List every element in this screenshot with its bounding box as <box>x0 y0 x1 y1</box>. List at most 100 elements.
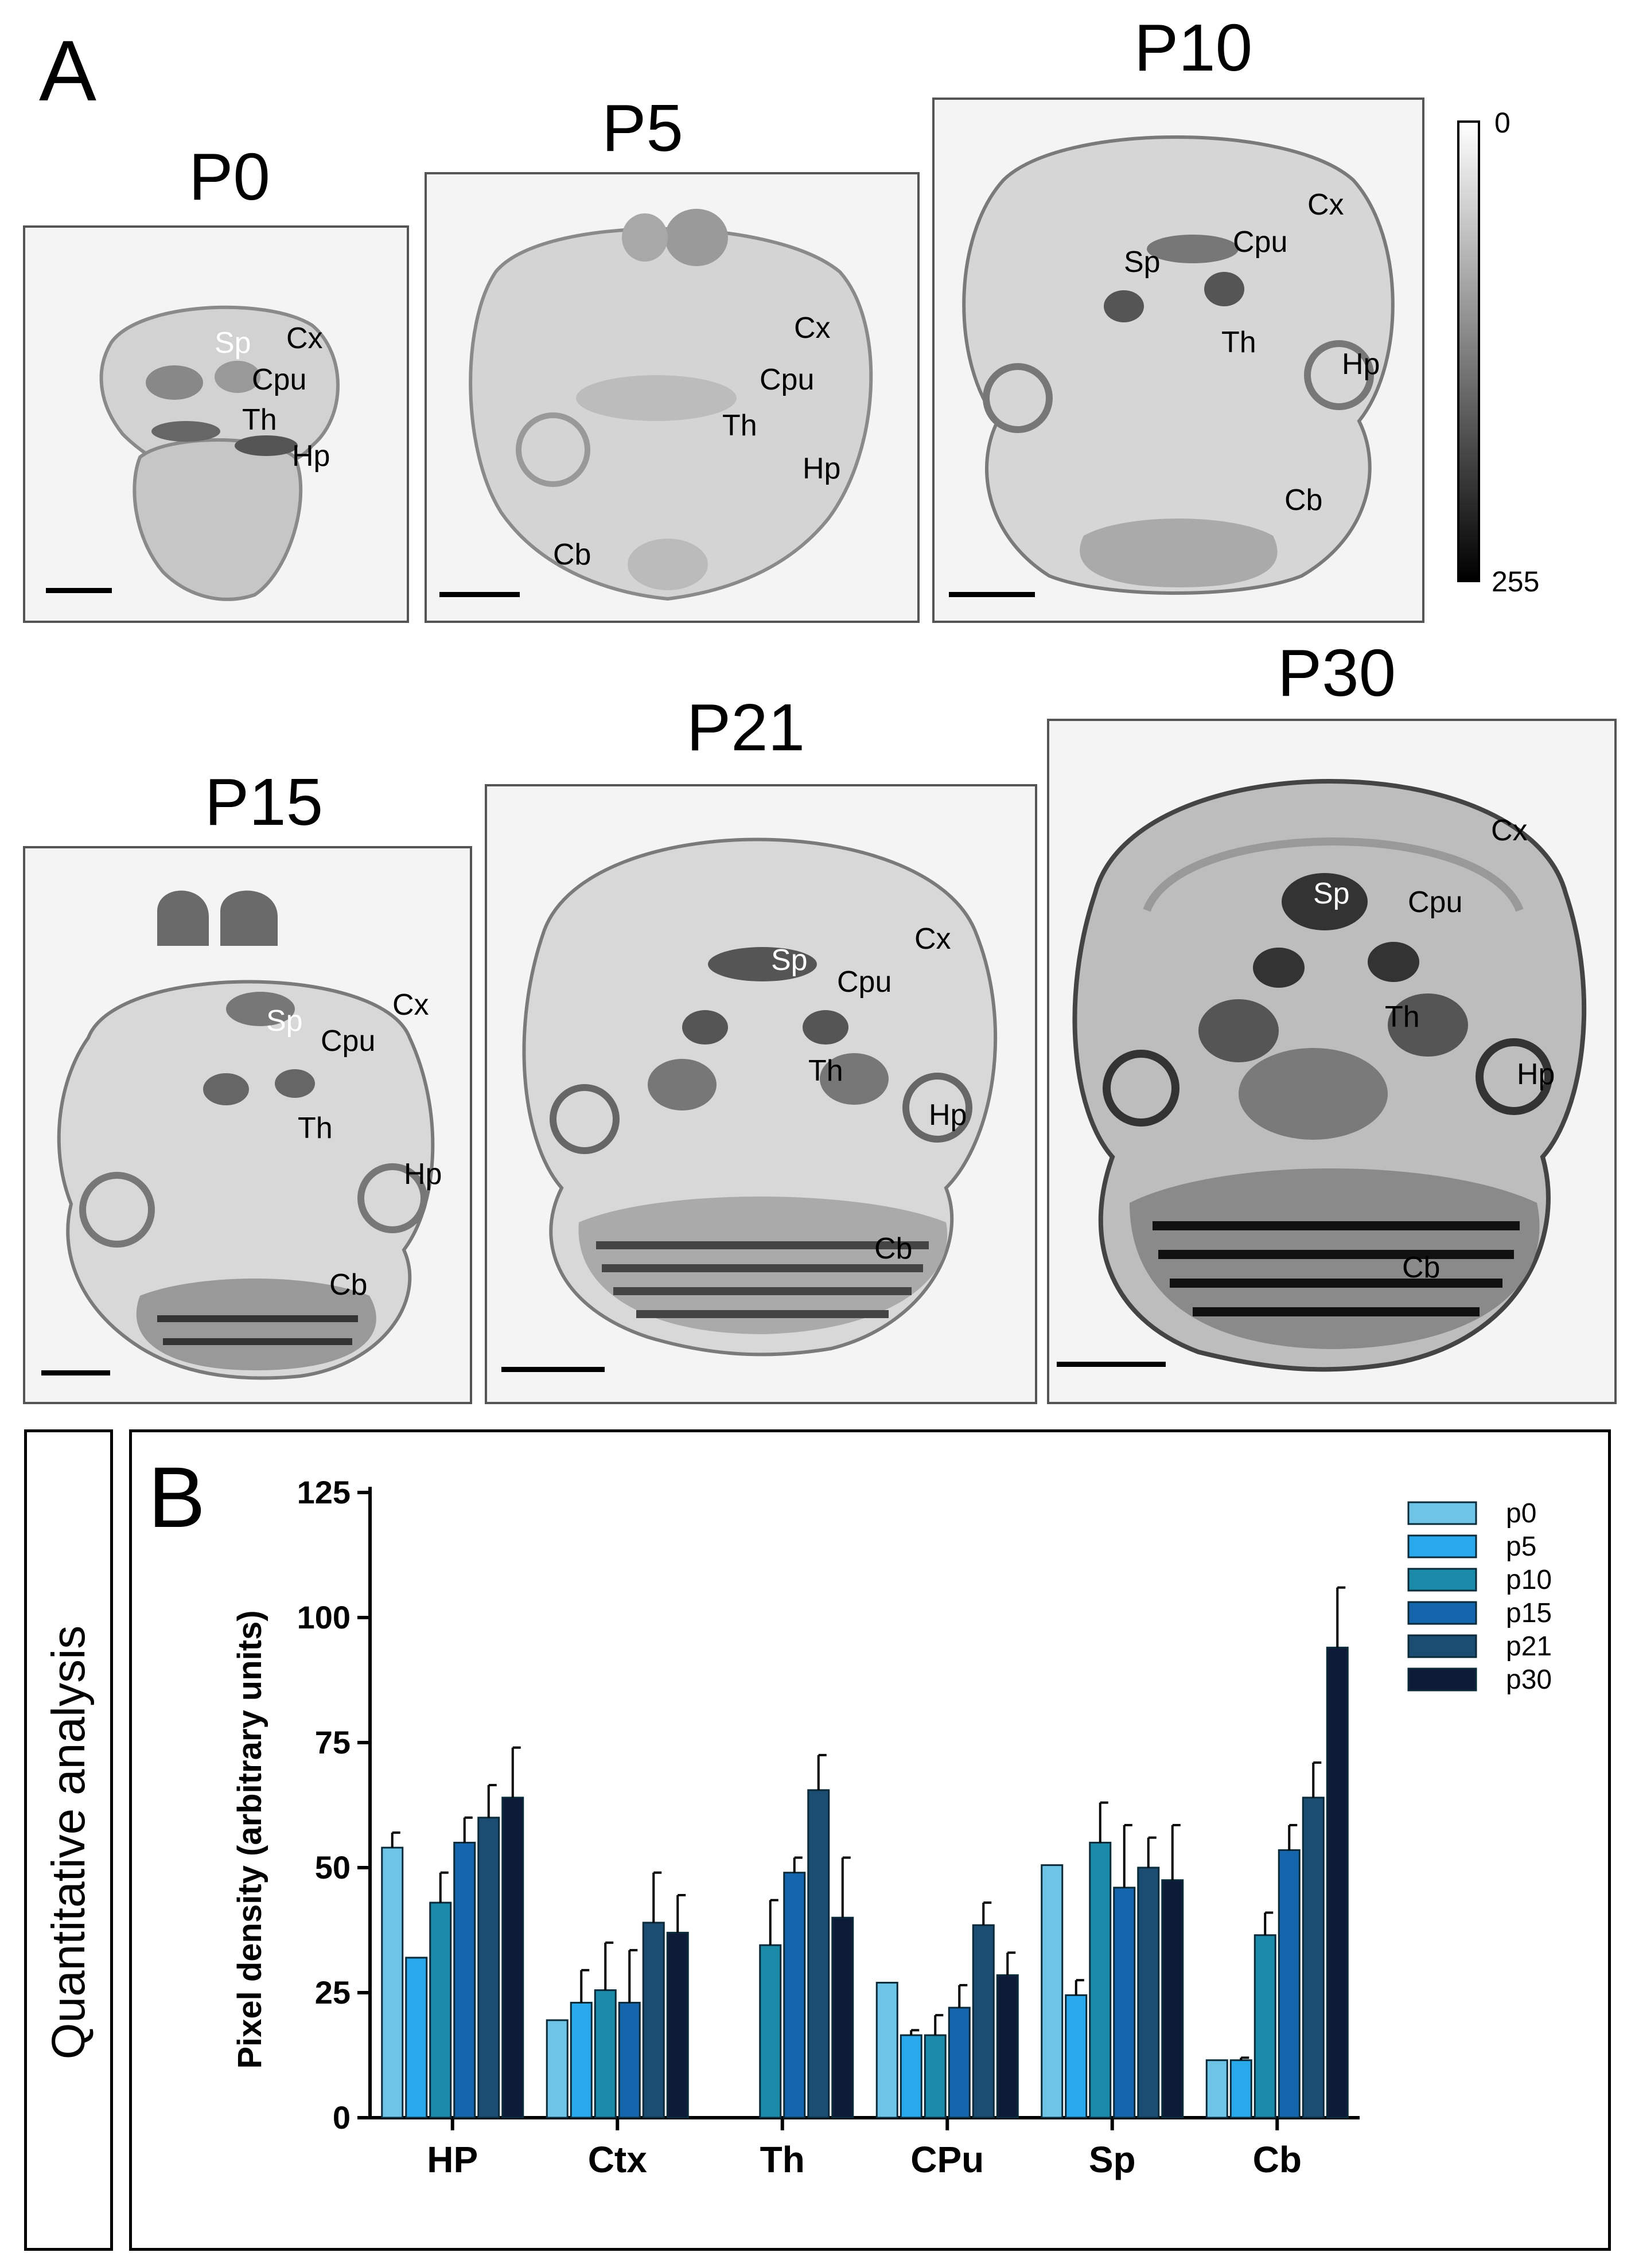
bar <box>972 1924 995 2119</box>
legend-swatch <box>1407 1667 1477 1692</box>
legend-label: p21 <box>1506 1631 1552 1662</box>
bar <box>924 2034 947 2119</box>
brain-section-p21: Sp Cx Cpu Th Hp Cb <box>485 784 1037 1404</box>
chart-box <box>129 1429 1611 2251</box>
scale-bar <box>501 1367 605 1372</box>
region-label-cx: Cx <box>914 922 951 956</box>
legend-swatch <box>1407 1501 1477 1525</box>
bar <box>1302 1797 1325 2119</box>
region-label-sp: Sp <box>1313 877 1350 910</box>
bar <box>453 1841 476 2119</box>
scale-bar <box>949 592 1035 597</box>
region-label-th: Th <box>808 1054 843 1088</box>
region-label-cx: Cx <box>286 322 323 355</box>
legend-swatch <box>1407 1601 1477 1625</box>
scale-bar <box>439 592 520 597</box>
legend-swatch <box>1407 1634 1477 1658</box>
region-label-hp: Hp <box>404 1158 442 1191</box>
quantitative-analysis-label: Quantitative analysis <box>42 1625 95 2060</box>
region-label-hp: Hp <box>929 1098 967 1132</box>
region-label-cx: Cx <box>794 311 831 345</box>
x-tick-label: Th <box>760 2139 805 2180</box>
bar <box>948 2006 971 2119</box>
bar <box>900 2034 922 2119</box>
bar <box>1065 1994 1088 2119</box>
region-label-cb: Cb <box>553 538 591 571</box>
bar-chart: Pixel density (arbitrary units) 0 25 50 75 1… <box>231 1474 1552 2180</box>
brain-section-p0: Sp Cx Cpu Th Hp <box>23 225 409 623</box>
stage-title-p21: P21 <box>686 690 805 765</box>
region-label-cb: Cb <box>1284 484 1322 517</box>
legend-swatch <box>1407 1568 1477 1592</box>
stage-title-p5: P5 <box>602 91 683 165</box>
region-label-cpu: Cpu <box>252 363 306 396</box>
y-tick-label: 75 <box>315 1724 351 1760</box>
region-label-cpu: Cpu <box>760 363 814 396</box>
bar <box>807 1789 830 2119</box>
bar <box>875 1982 898 2119</box>
y-tick-label: 50 <box>315 1849 351 1885</box>
bar <box>1229 2059 1252 2119</box>
region-label-th: Th <box>1385 1000 1420 1034</box>
scale-bar <box>1057 1362 1166 1367</box>
legend-label: p0 <box>1506 1498 1536 1529</box>
bar <box>1278 1849 1301 2119</box>
scale-bar <box>41 1370 110 1375</box>
brain-section-p5: Cx Cpu Th Hp Cb <box>425 172 920 623</box>
brain-section-p10: Cx Cpu Sp Th Hp Cb <box>932 98 1424 623</box>
stage-title-p0: P0 <box>189 139 270 214</box>
bar <box>1113 1887 1136 2119</box>
region-label-cb: Cb <box>1402 1251 1440 1284</box>
region-label-th: Th <box>1221 326 1256 359</box>
x-tick-label: HP <box>427 2139 478 2180</box>
colorbar-max-label: 255 <box>1492 566 1540 598</box>
bar <box>501 1797 524 2119</box>
brain-section-p30: Sp Cx Cpu Th Hp Cb <box>1047 719 1617 1404</box>
region-label-hp: Hp <box>803 452 840 485</box>
legend-label: p30 <box>1506 1665 1552 1695</box>
bar <box>1137 1866 1160 2119</box>
region-label-cx: Cx <box>1491 814 1528 847</box>
bar <box>642 1922 665 2119</box>
bar <box>618 2001 641 2119</box>
y-tick-label: 25 <box>315 1974 351 2010</box>
brain-section-p15: Sp Cx Cpu Th Hp Cb <box>23 846 472 1404</box>
bar <box>570 2001 593 2119</box>
x-tick-label: Ctx <box>588 2139 648 2180</box>
region-label-hp: Hp <box>292 439 330 473</box>
bar <box>477 1817 500 2119</box>
side-label-box <box>24 1429 113 2251</box>
bar <box>759 1944 782 2119</box>
region-label-cpu: Cpu <box>1233 225 1287 259</box>
bar <box>1161 1879 1184 2119</box>
bar <box>429 1901 452 2119</box>
region-label-cpu: Cpu <box>837 965 892 999</box>
region-label-hp: Hp <box>1342 348 1380 381</box>
region-label-cx: Cx <box>392 988 429 1022</box>
region-label-cb: Cb <box>329 1268 367 1301</box>
region-label-th: Th <box>722 409 757 442</box>
bar <box>666 1931 689 2119</box>
bar <box>1089 1841 1112 2119</box>
region-label-sp: Sp <box>771 944 808 977</box>
region-label-th: Th <box>298 1112 333 1145</box>
stage-title-p15: P15 <box>204 765 324 839</box>
legend-label: p15 <box>1506 1598 1552 1628</box>
y-tick-label: 100 <box>297 1599 351 1635</box>
region-label-th: Th <box>242 403 277 437</box>
legend-label: p5 <box>1506 1532 1536 1562</box>
legend-swatch <box>1407 1534 1477 1558</box>
stage-title-p10: P10 <box>1134 10 1253 85</box>
region-label-cx: Cx <box>1307 188 1344 221</box>
bar <box>1041 1864 1064 2119</box>
colorbar-min-label: 0 <box>1494 107 1511 139</box>
scale-bar <box>46 588 112 593</box>
region-label-sp: Sp <box>215 326 251 360</box>
bar <box>546 2019 569 2119</box>
region-label-cpu: Cpu <box>321 1024 375 1058</box>
bar <box>381 1846 404 2119</box>
bar <box>831 1916 854 2119</box>
bar <box>405 1957 428 2119</box>
x-tick-label: CPu <box>910 2139 984 2180</box>
x-tick-label: Cb <box>1253 2139 1302 2180</box>
